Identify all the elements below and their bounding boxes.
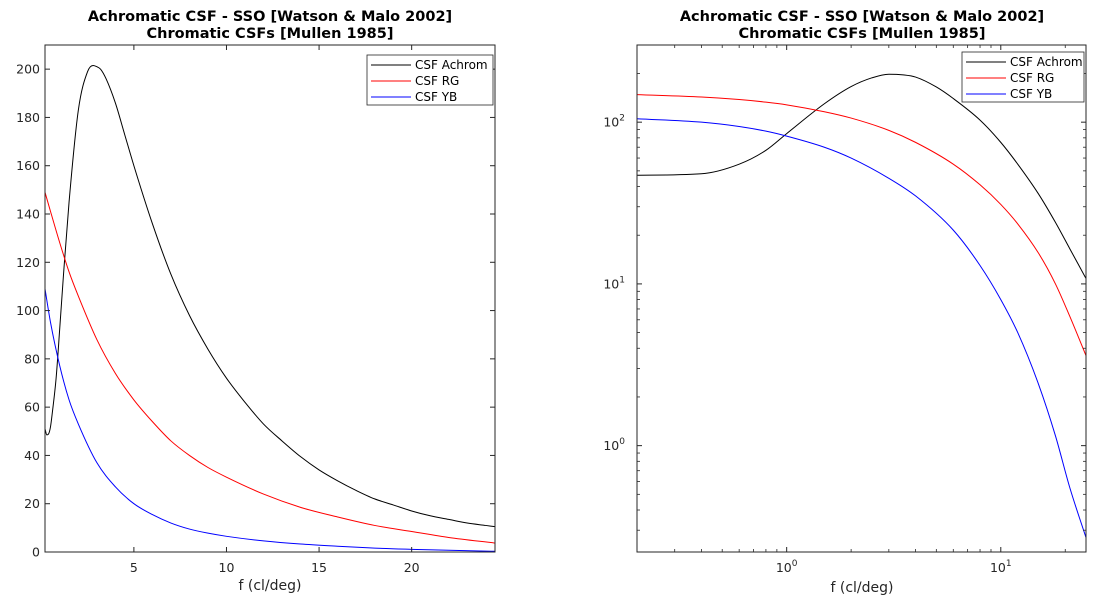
left-legend-label: CSF YB	[415, 90, 457, 104]
left-x-axis-label: f (cl/deg)	[239, 578, 302, 594]
right-title-line1: Achromatic CSF - SSO [Watson & Malo 2002…	[680, 9, 1044, 25]
left-y-tick-label: 40	[24, 448, 40, 463]
left-y-tick-label: 80	[24, 351, 40, 366]
left-series-line-csf-yb	[45, 288, 495, 552]
right-x-axis-label: f (cl/deg)	[831, 580, 894, 596]
right-series-line-csf-achrom	[637, 73, 1086, 279]
left-legend: CSF Achrom CSF RG CSF YB	[366, 54, 494, 106]
left-axes-box	[44, 44, 496, 553]
right-legend-label: CSF YB	[1010, 87, 1052, 101]
left-series-line-csf-achrom	[45, 65, 495, 528]
left-y-tick-label: 60	[24, 400, 40, 415]
left-x-tick-label: 10	[219, 560, 235, 575]
left-legend-label: CSF RG	[415, 74, 459, 88]
left-title-line2: Chromatic CSFs [Mullen 1985]	[147, 26, 394, 42]
right-legend: CSF Achrom CSF RG CSF YB	[961, 51, 1085, 103]
left-series-line-csf-rg	[45, 192, 495, 544]
right-legend-label: CSF RG	[1010, 71, 1054, 85]
left-title-line1: Achromatic CSF - SSO [Watson & Malo 2002…	[88, 9, 452, 25]
left-y-tick-label: 20	[24, 496, 40, 511]
left-plot: Achromatic CSF - SSO [Watson & Malo 2002…	[16, 9, 496, 594]
right-plot: Achromatic CSF - SSO [Watson & Malo 2002…	[603, 9, 1087, 596]
left-legend-label: CSF Achrom	[415, 58, 488, 72]
right-legend-label: CSF Achrom	[1010, 55, 1083, 69]
left-y-tick-label: 180	[16, 110, 40, 125]
left-y-tick-label: 0	[32, 545, 40, 560]
right-axes-box	[636, 44, 1087, 553]
right-series-line-csf-rg	[637, 94, 1086, 356]
right-series-line-csf-yb	[637, 118, 1086, 538]
left-y-tick-label: 120	[16, 255, 40, 270]
left-plot-lines	[45, 65, 495, 552]
left-x-tick-label: 20	[404, 560, 420, 575]
left-x-tick-label: 5	[130, 560, 138, 575]
left-y-tick-label: 100	[16, 303, 40, 318]
left-y-tick-label: 160	[16, 158, 40, 173]
right-plot-lines	[637, 73, 1086, 538]
left-y-tick-label: 140	[16, 207, 40, 222]
right-title-line2: Chromatic CSFs [Mullen 1985]	[739, 26, 986, 42]
left-x-tick-label: 15	[311, 560, 327, 575]
left-y-tick-label: 200	[16, 62, 40, 77]
